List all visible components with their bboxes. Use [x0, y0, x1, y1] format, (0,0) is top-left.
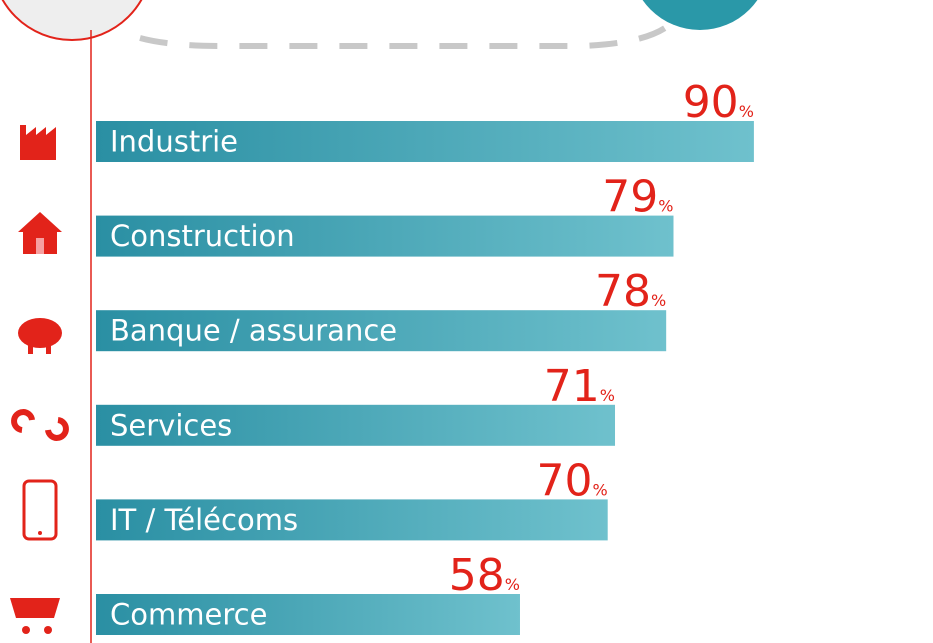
- bar: [96, 404, 616, 446]
- bar: [96, 215, 674, 257]
- category-label: IT / Télécoms: [110, 503, 298, 537]
- bar: [96, 310, 667, 352]
- bar: [96, 594, 520, 635]
- bar: [96, 121, 754, 162]
- category-label: Industrie: [110, 125, 238, 159]
- category-label: Banque / assurance: [110, 314, 397, 348]
- value-label: 70%: [536, 455, 607, 506]
- value-label: 79%: [602, 172, 673, 223]
- value-label: 78%: [595, 266, 666, 317]
- icons: [10, 125, 69, 634]
- category-label: Commerce: [110, 598, 267, 632]
- value-label: 71%: [544, 361, 615, 412]
- value-label: 58%: [449, 550, 520, 601]
- value-label: 90%: [683, 77, 754, 128]
- category-label: Construction: [110, 219, 295, 253]
- category-label: Services: [110, 408, 232, 442]
- decoration: [1, 0, 758, 643]
- bar: [96, 499, 608, 541]
